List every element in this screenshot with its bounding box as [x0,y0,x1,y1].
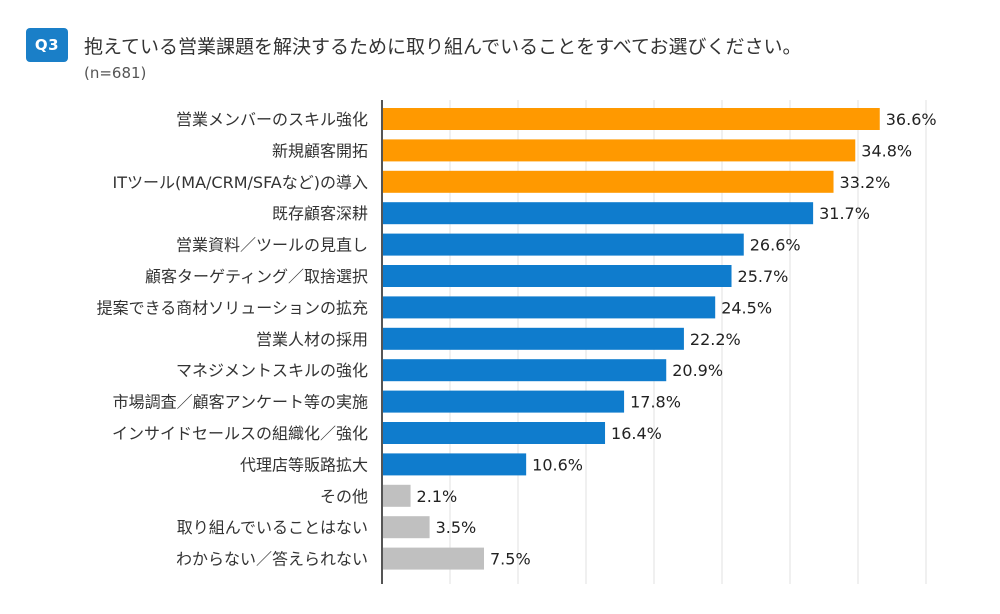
category-label: 取り組んでいることはない [177,518,368,537]
bar [382,422,606,444]
category-label: インサイドセールスの組織化／強化 [112,424,368,443]
value-label: 34.8% [861,141,912,160]
bar [382,296,716,319]
value-label: 33.2% [840,173,891,192]
bar [382,359,667,382]
bar [382,547,484,570]
bar [382,202,814,225]
bar [382,170,834,193]
category-label: 営業資料／ツールの見直し [176,236,368,255]
bar [382,390,625,413]
category-label: 代理店等販路拡大 [240,455,368,474]
value-label: 7.5% [490,550,531,569]
value-label: 20.9% [672,361,723,380]
value-label: 26.6% [750,236,801,255]
value-label: 3.5% [436,518,477,537]
value-label: 22.2% [690,330,741,349]
value-label: 16.4% [611,424,662,443]
category-label: 顧客ターゲティング／取捨選択 [145,267,368,286]
bar [382,139,856,162]
category-label: 市場調査／顧客アンケート等の実施 [113,393,368,412]
bar [382,453,527,476]
value-label: 2.1% [417,487,458,506]
category-label: 営業人材の採用 [256,330,368,349]
category-label: ITツール(MA/CRM/SFAなど)の導入 [113,173,368,192]
category-label: わからない／答えられない [176,550,368,569]
value-label: 10.6% [532,455,583,474]
value-label: 17.8% [630,393,681,412]
value-label: 25.7% [738,267,789,286]
value-label: 36.6% [886,110,937,129]
category-label: 新規顧客開拓 [272,141,368,160]
bar [382,233,744,256]
category-label: 既存顧客深耕 [272,204,368,223]
bar [382,265,732,287]
value-label: 31.7% [819,204,870,223]
category-label: その他 [320,487,368,506]
question-title: 抱えている営業課題を解決するために取り組んでいることをすべてお選びください。 [84,36,802,58]
value-label: 24.5% [721,298,772,317]
bar [382,516,430,539]
question-badge: Q3 [26,28,68,62]
sample-size: (n=681) [84,64,147,82]
bar [382,484,411,507]
bar [382,327,684,350]
bar [382,108,880,130]
category-label: マネジメントスキルの強化 [176,361,368,380]
category-label: 営業メンバーのスキル強化 [176,110,368,129]
category-label: 提案できる商材ソリューションの拡充 [97,298,368,317]
